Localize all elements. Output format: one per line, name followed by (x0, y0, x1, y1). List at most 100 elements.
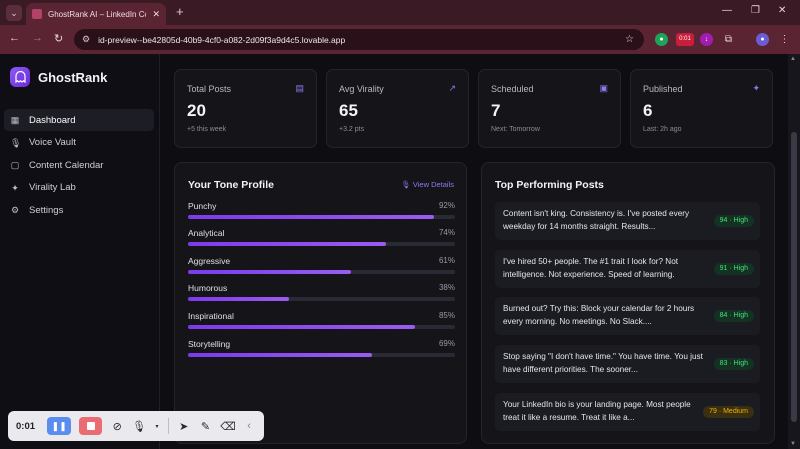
sidebar: GhostRank ▦ Dashboard 🎙︎ Voice Vault ▢ C… (0, 54, 160, 449)
camera-off-icon[interactable]: ⊘ (112, 420, 122, 433)
sidebar-item-virality-lab[interactable]: ✦ Virality Lab (4, 177, 154, 199)
tone-label: Inspirational (188, 311, 234, 321)
sidebar-item-label: Content Calendar (29, 159, 104, 171)
tone-label: Punchy (188, 201, 217, 211)
page-scrollbar[interactable]: ▲ ▼ (788, 54, 800, 449)
tone-label: Analytical (188, 228, 225, 238)
tone-bar-track (188, 215, 455, 219)
view-details-link[interactable]: 🎙︎ View Details (401, 180, 454, 189)
tone-bar-track (188, 325, 455, 329)
tone-label: Humorous (188, 283, 228, 293)
minimize-button[interactable]: — (722, 5, 732, 16)
tone-bar-track (188, 297, 455, 301)
stat-value: 20 (187, 101, 206, 120)
sidebar-item-voice-vault[interactable]: 🎙︎ Voice Vault (4, 132, 154, 154)
stop-icon (86, 422, 95, 430)
app-name: GhostRank (38, 69, 108, 85)
forward-arrow-icon[interactable]: → (32, 32, 43, 44)
tone-profile-title: Your Tone Profile (188, 179, 274, 191)
tone-bar-fill (188, 215, 434, 219)
grid-icon: ▦ (10, 115, 20, 125)
stat-value: 7 (491, 101, 501, 120)
recorder-toolbar: 0:01 ❚❚ ⊘ 🎙︎ ▾ ➤ ✎ ⌫ ‹ (8, 411, 264, 441)
post-item[interactable]: Burned out? Try this: Block your calenda… (495, 297, 760, 335)
stat-label: Published (643, 84, 683, 94)
close-window-button[interactable]: ✕ (778, 5, 787, 16)
back-arrow-icon[interactable]: ← (9, 32, 20, 44)
trending-up-icon: ↗ (448, 83, 456, 93)
post-text: Stop saying "I don't have time." You hav… (503, 352, 703, 374)
tone-percent: 38% (438, 283, 455, 292)
stat-label: Total Posts (187, 84, 232, 94)
tone-bar-track (188, 270, 455, 274)
scroll-thumb[interactable] (791, 132, 797, 422)
tone-percent: 74% (438, 228, 455, 237)
recorder-extension-icon[interactable]: 0:01 (676, 33, 694, 46)
post-item[interactable]: Your LinkedIn bio is your landing page. … (495, 393, 760, 431)
post-text: Your LinkedIn bio is your landing page. … (503, 400, 691, 422)
bookmark-star-icon[interactable]: ☆ (625, 34, 634, 45)
tone-label: Aggressive (188, 256, 231, 266)
ghost-favicon-icon (32, 9, 42, 19)
stat-label: Scheduled (491, 84, 534, 94)
tone-percent: 92% (438, 201, 455, 210)
tone-bar-track (188, 353, 455, 357)
pen-icon[interactable]: ✎ (200, 420, 211, 433)
sidebar-nav: ▦ Dashboard 🎙︎ Voice Vault ▢ Content Cal… (4, 109, 154, 222)
divider (167, 418, 169, 434)
browser-tabbar: ⌄ GhostRank AI – LinkedIn Conte ✕ + — ❐ … (0, 0, 800, 25)
scroll-down-icon[interactable]: ▼ (790, 441, 796, 447)
tone-bar-fill (188, 242, 386, 246)
sidebar-item-label: Settings (29, 204, 64, 216)
eraser-icon[interactable]: ⌫ (220, 420, 236, 433)
brand[interactable]: GhostRank (10, 67, 107, 87)
virality-badge: 91 · High (713, 263, 754, 275)
extensions-puzzle-icon[interactable]: ⧉ (724, 34, 733, 45)
sidebar-item-dashboard[interactable]: ▦ Dashboard (4, 109, 154, 131)
top-posts-title: Top Performing Posts (495, 179, 604, 191)
stat-card-total-posts: Total Posts ▤ 20 +5 this week (174, 69, 317, 148)
stat-label: Avg Virality (339, 84, 384, 94)
maximize-button[interactable]: ❐ (751, 5, 760, 16)
tone-profile-panel: Your Tone Profile 🎙︎ View Details Punchy… (174, 162, 467, 444)
browser-menu-icon[interactable]: ⋮ (779, 34, 790, 45)
site-settings-icon[interactable]: ⚙ (82, 34, 91, 44)
sidebar-item-content-calendar[interactable]: ▢ Content Calendar (4, 154, 154, 176)
virality-badge: 94 · High (713, 215, 754, 227)
profile-avatar[interactable]: ● (756, 33, 769, 46)
post-text: I've hired 50+ people. The #1 trait I lo… (503, 257, 679, 279)
stat-sub: Last: 2h ago (643, 126, 682, 133)
stat-sub: Next: Tomorrow (491, 126, 540, 133)
extension-green-icon[interactable]: ● (655, 33, 668, 46)
tab-search-button[interactable]: ⌄ (6, 5, 22, 21)
sidebar-item-settings[interactable]: ⚙ Settings (4, 199, 154, 221)
collapse-chevron-icon[interactable]: ‹ (247, 420, 251, 432)
browser-toolbar: ← → ↻ ⚙ id-preview--be42805d-40b9-4cf0-a… (0, 25, 800, 54)
sparkle-icon: ✦ (11, 182, 19, 193)
calendar-icon: ▣ (599, 83, 608, 93)
post-item[interactable]: I've hired 50+ people. The #1 trait I lo… (495, 250, 760, 288)
microphone-icon[interactable]: 🎙︎ (132, 420, 147, 433)
post-text: Burned out? Try this: Block your calenda… (503, 304, 695, 326)
browser-tab[interactable]: GhostRank AI – LinkedIn Conte ✕ (26, 3, 166, 25)
url-text: id-preview--be42805d-40b9-4cf0-a082-2d09… (98, 34, 346, 45)
close-tab-icon[interactable]: ✕ (152, 8, 160, 19)
stat-card-avg-virality: Avg Virality ↗ 65 +3.2 pts (326, 69, 469, 148)
tone-bar-fill (188, 325, 415, 329)
sidebar-item-label: Voice Vault (29, 137, 76, 148)
virality-badge: 83 · High (713, 358, 754, 370)
cursor-icon[interactable]: ➤ (179, 420, 189, 433)
new-tab-button[interactable]: + (176, 4, 184, 19)
stat-card-scheduled: Scheduled ▣ 7 Next: Tomorrow (478, 69, 621, 148)
reload-icon[interactable]: ↻ (54, 33, 64, 45)
tone-percent: 85% (438, 311, 455, 320)
post-text: Content isn't king. Consistency is. I've… (503, 209, 690, 231)
address-bar[interactable]: ⚙ id-preview--be42805d-40b9-4cf0-a082-2d… (74, 29, 644, 50)
pause-button[interactable]: ❚❚ (47, 417, 71, 435)
mic-dropdown-icon[interactable]: ▾ (155, 423, 159, 430)
post-item[interactable]: Content isn't king. Consistency is. I've… (495, 202, 760, 240)
extension-download-icon[interactable]: ↓ (700, 33, 713, 46)
post-item[interactable]: Stop saying "I don't have time." You hav… (495, 345, 760, 383)
scroll-up-icon[interactable]: ▲ (790, 56, 796, 62)
stop-button[interactable] (78, 417, 103, 435)
